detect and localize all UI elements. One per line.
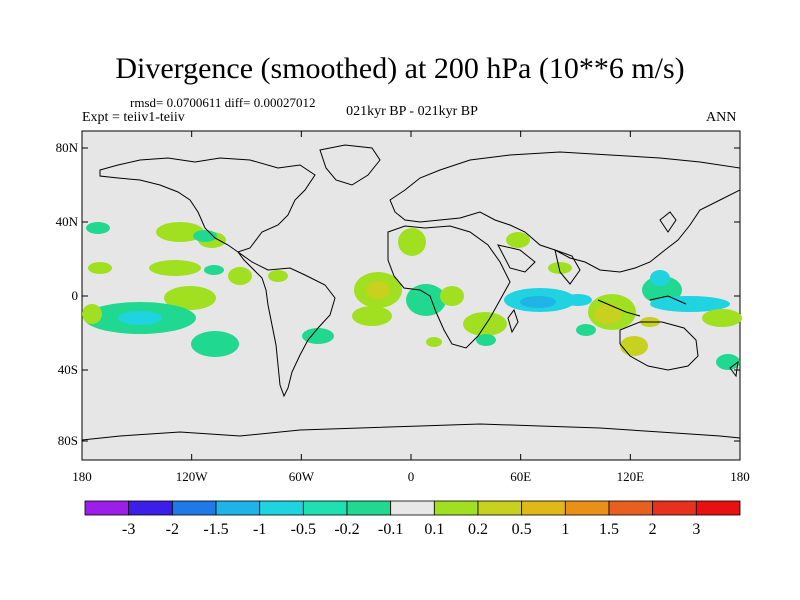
colorbar-swatch [433,500,479,516]
colorbar-label: 0.1 [424,521,444,538]
period-text: 021kyr BP - 021kyr BP [346,104,478,119]
contour-patch [406,284,446,316]
lat-label: 0 [72,288,79,303]
colorbar-swatch [477,500,523,516]
colorbar-swatch [652,500,697,516]
stats-text: rmsd= 0.0700611 diff= 0.00027012 [130,95,316,110]
colorbar-label: -0.1 [378,521,403,538]
contour-patch [716,354,740,370]
contour-patch [86,222,110,234]
contour-patch [506,232,530,248]
contour-patch [650,296,730,312]
colorbar-swatch [390,500,435,516]
coastline-antarctica [81,423,741,441]
lon-label: 120E [617,469,645,484]
contour-patch [268,270,288,282]
lon-label: 60E [510,469,531,484]
coastline-south-america [237,251,336,398]
lat-label: 80S [58,433,78,448]
contour-patch [548,262,572,274]
colorbar-label: -3 [122,521,135,538]
lon-label: 60W [289,469,315,484]
contour-patch [594,304,622,324]
coastline-india [554,249,581,285]
contour-patch [82,304,102,324]
colorbar-label: 0.2 [468,521,488,538]
colorbar-swatch [215,500,261,516]
colorbar-label: -1 [253,521,266,538]
coastline-arabia [497,244,536,273]
colorbar-labels: -3 -2 -1.5 -1 -0.5 -0.2 -0.1 0.1 0.2 0.5 1 1.5 2 3 [122,521,700,538]
contour-patch [702,309,742,327]
coastline-eurasia [389,151,741,273]
lat-label: 40S [58,362,78,377]
colorbar-swatch [171,500,217,516]
lat-label: 40N [56,214,79,229]
lon-label: 180 [730,469,750,484]
colorbar-label: 2 [649,521,657,538]
season-text: ANN [706,110,737,125]
contour-patch [302,328,334,344]
colorbar-swatch [521,500,566,516]
contour-patch [426,337,442,347]
contour-patch [352,306,392,326]
lat-label: 80N [56,140,79,155]
contour-patch [620,336,648,356]
contour-patch [193,230,217,242]
coastline-north-america [99,157,316,253]
coastline-madagascar [507,308,519,334]
coastline-greenland [319,144,381,186]
coastlines [81,144,741,441]
colorbar-swatch [608,500,654,516]
coastline-indonesia [597,299,641,317]
contour-patch [366,281,390,299]
contour-patch [118,311,162,325]
colorbar-label: 1 [561,521,569,538]
colorbar-swatch [564,500,610,516]
contour-patch [440,286,464,306]
experiment-text: Expt = teiiv1-teiiv [82,110,185,125]
coastline-africa [387,225,511,349]
divergence-patches [82,222,742,370]
colorbar-swatch [346,500,392,516]
coastline-new-zealand [729,360,739,378]
contour-patch [228,267,252,285]
lon-label: 0 [408,469,415,484]
contour-patch [463,312,507,336]
contour-patch [650,270,670,286]
colorbar-label: 0.5 [512,521,532,538]
colorbar-label: -1.5 [203,521,228,538]
colorbar-label: -0.5 [291,521,316,538]
contour-patch [476,334,496,346]
colorbar-swatch [302,500,348,516]
colorbar-swatch [259,500,304,516]
contour-patch [520,296,556,308]
chart-title: Divergence (smoothed) at 200 hPa (10**6 … [115,52,685,85]
coastline-australia [619,321,699,371]
lon-label: 120W [176,469,209,484]
colorbar-swatch [84,500,130,516]
contour-patch [164,286,216,310]
colorbar-swatch [695,500,741,516]
contour-patch [204,265,224,275]
colorbar-label: -2 [166,521,179,538]
colorbar-swatch [128,500,173,516]
contour-patch [398,228,426,256]
colorbar-label: 3 [692,521,700,538]
longitude-axis: 180 120W 60W 0 60E 120E 180 [72,131,750,484]
contour-patch [149,260,201,276]
coastline-new-guinea [649,295,687,305]
contour-patch [576,324,596,336]
colorbar [84,500,741,516]
latitude-axis: 80N 40N 0 40S 80S [56,140,740,448]
contour-patch [88,262,112,274]
colorbar-label: 1.5 [599,521,619,538]
contour-patch [191,331,239,357]
colorbar-label: -0.2 [334,521,359,538]
contour-patch [564,294,592,306]
contour-patch [156,222,204,242]
coastline-japan [659,211,677,233]
lon-label: 180 [72,469,92,484]
